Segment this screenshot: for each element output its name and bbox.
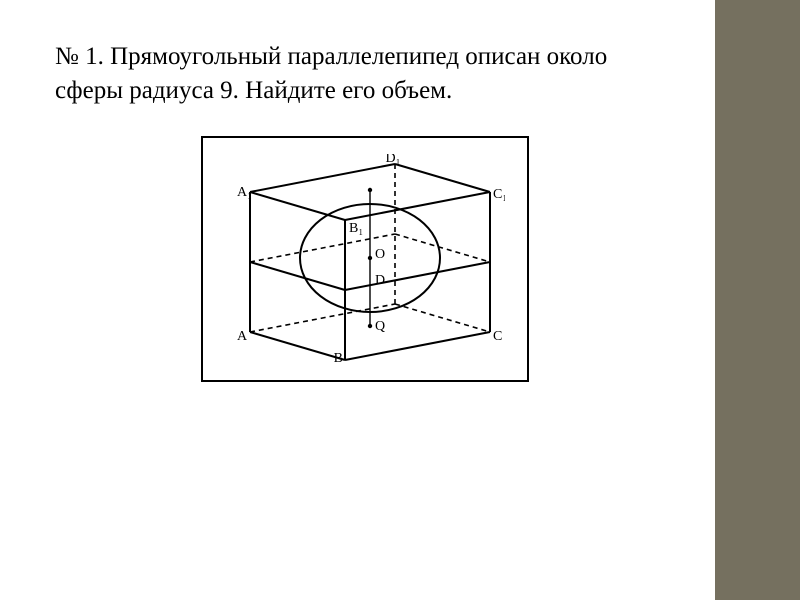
content-area: № 1. Прямоугольный параллелепипед описан… xyxy=(0,0,715,382)
label-C1: C₁ xyxy=(493,187,505,202)
mid-back-right xyxy=(395,234,490,262)
edge-bottom-front-right xyxy=(345,332,490,360)
point-Q xyxy=(368,323,372,327)
edge-bottom-back-right xyxy=(395,304,490,332)
label-B1: B₁ xyxy=(349,221,363,236)
mid-back-left xyxy=(250,234,395,262)
edge-bottom-front-left xyxy=(250,332,345,360)
point-O xyxy=(368,255,372,259)
label-O: O xyxy=(375,247,385,262)
label-Q: Q xyxy=(375,319,385,334)
problem-statement: № 1. Прямоугольный параллелепипед описан… xyxy=(55,40,675,108)
diagram-frame: A₁ D₁ C₁ B₁ A C B D O Q xyxy=(201,136,529,382)
problem-body: Прямоугольный параллелепипед описан окол… xyxy=(55,43,607,104)
edge-top-back-left xyxy=(250,164,395,192)
label-A: A xyxy=(237,329,248,344)
label-B: B xyxy=(334,351,343,364)
mid-front-right xyxy=(345,262,490,290)
edge-bottom-back-left xyxy=(250,304,395,332)
problem-number: № 1. xyxy=(55,43,104,70)
label-D: D xyxy=(375,273,385,288)
point-top xyxy=(368,187,372,191)
diagram-container: A₁ D₁ C₁ B₁ A C B D O Q xyxy=(55,136,675,382)
edge-top-front-left xyxy=(250,192,345,220)
edge-top-front-right xyxy=(345,192,490,220)
edge-top-back-right xyxy=(395,164,490,192)
slide-sidebar xyxy=(715,0,800,600)
label-A1: A₁ xyxy=(237,185,252,200)
label-C: C xyxy=(493,329,502,344)
label-D1: D₁ xyxy=(386,154,401,166)
mid-front-left xyxy=(250,262,345,290)
geometry-diagram: A₁ D₁ C₁ B₁ A C B D O Q xyxy=(225,154,505,364)
